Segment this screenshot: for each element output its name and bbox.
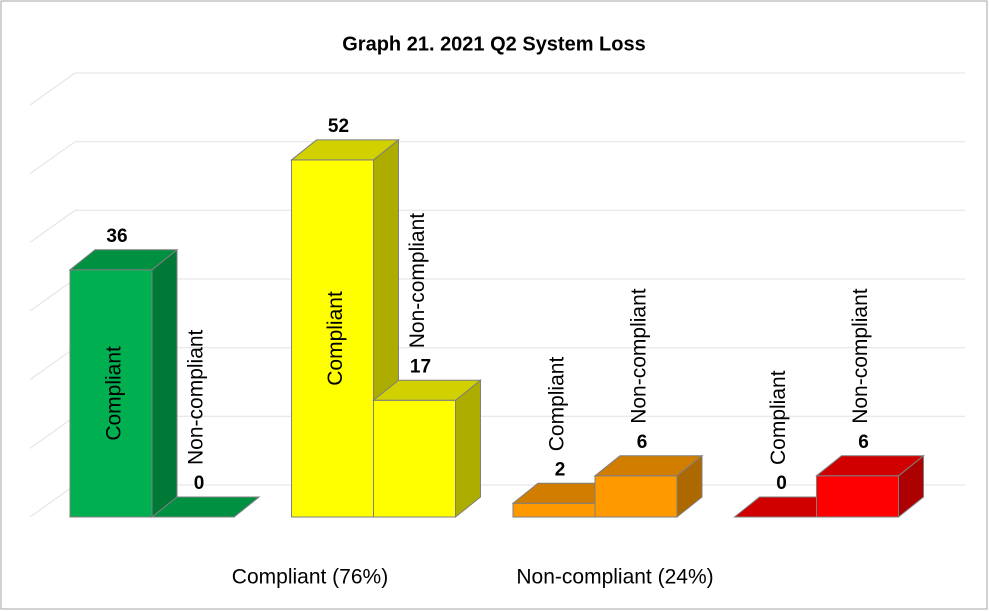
bar-side — [151, 248, 178, 519]
bar-front — [512, 502, 596, 518]
value-label: 17 — [410, 356, 431, 377]
bar-front — [373, 399, 456, 518]
group-label: Non-compliant (24%) — [516, 566, 713, 589]
grid-line — [29, 209, 965, 243]
bar-category-label: Compliant — [103, 346, 126, 441]
bar-category-label: Non-compliant — [849, 288, 872, 424]
grid-line — [29, 72, 965, 106]
bar-top — [150, 496, 261, 518]
bar-category-label: Compliant — [767, 370, 790, 465]
bar — [815, 454, 925, 519]
bar-side — [455, 379, 481, 519]
bar-category-label: Non-compliant — [185, 329, 208, 465]
bar — [511, 482, 622, 519]
bar-top — [593, 455, 704, 477]
bar-top — [372, 379, 482, 401]
group-label: Compliant (76%) — [232, 566, 388, 589]
bar-front — [594, 475, 678, 518]
bar-top — [290, 139, 400, 161]
grid-line — [29, 141, 965, 175]
bar-front — [816, 475, 899, 518]
chart-title: Graph 21. 2021 Q2 System Loss — [342, 33, 646, 55]
bar-category-label: Compliant — [546, 357, 569, 452]
value-label: 0 — [776, 473, 787, 494]
bar-category-label: Compliant — [324, 291, 347, 386]
bar — [150, 496, 261, 518]
bar-category-label: Non-compliant — [628, 288, 651, 424]
bar — [593, 454, 704, 519]
value-label: 0 — [194, 473, 205, 494]
bar — [372, 379, 482, 519]
bar-top — [68, 249, 179, 271]
bar-top — [815, 455, 925, 477]
value-label: 36 — [106, 226, 127, 247]
value-label: 2 — [555, 459, 566, 480]
value-label: 6 — [858, 432, 869, 453]
value-label: 6 — [637, 432, 648, 453]
bar-category-label: Non-compliant — [406, 213, 429, 349]
value-label: 52 — [328, 116, 349, 137]
